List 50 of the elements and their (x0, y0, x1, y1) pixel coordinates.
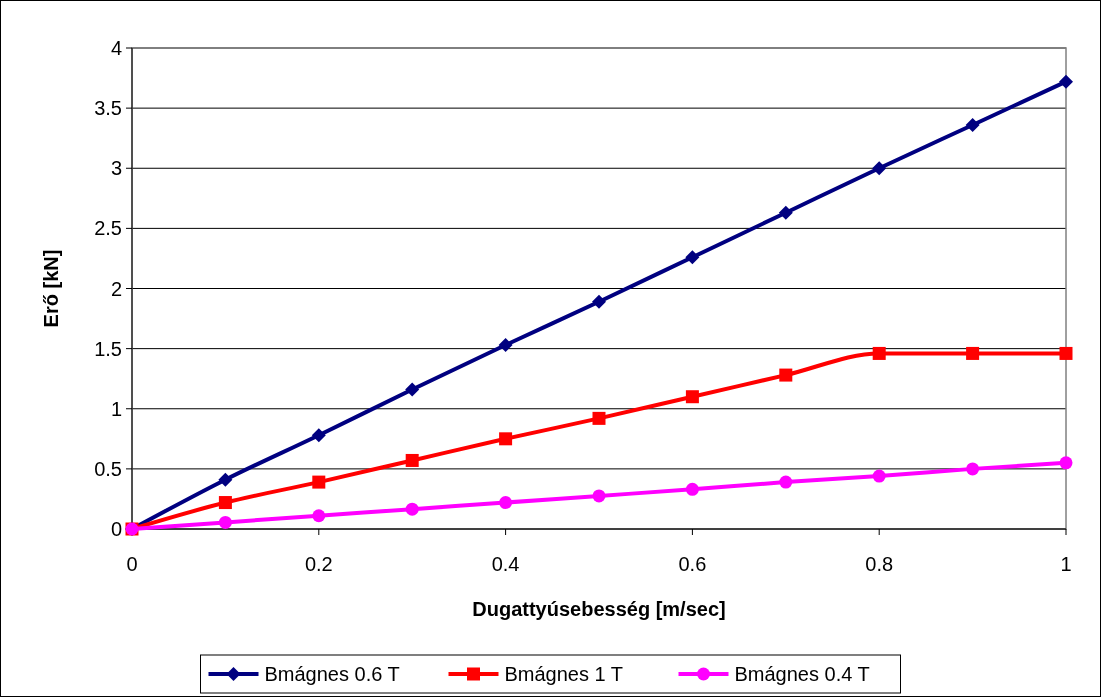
point (592, 411, 606, 425)
x-tick-label: 0.8 (865, 553, 894, 575)
point (1059, 456, 1073, 470)
y-tick-label: 0 (110, 518, 122, 540)
point (405, 502, 419, 516)
x-tick-label: 0 (126, 553, 138, 575)
legend-label: Bmágnes 0.4 T (734, 663, 870, 685)
y-tick-label: 2.5 (94, 217, 122, 240)
point (312, 475, 326, 489)
point (779, 368, 793, 382)
x-tick-label: 0.6 (678, 553, 707, 575)
x-tick-label: 1 (1060, 553, 1072, 575)
x-tick-label: 0.4 (491, 553, 520, 575)
point (872, 469, 886, 483)
y-tick-label: 3.5 (94, 97, 122, 120)
point (312, 509, 326, 523)
point (499, 496, 513, 510)
point (499, 432, 513, 446)
y-tick-label: 0.5 (94, 457, 122, 480)
point (966, 346, 980, 360)
point (966, 462, 980, 476)
point (685, 250, 700, 265)
point (685, 482, 699, 496)
legend-label: Bmágnes 0.6 T (264, 663, 400, 685)
point (779, 475, 793, 489)
point (218, 515, 232, 529)
x-axis-title: Dugattyúsebesség [m/sec] (472, 598, 726, 620)
point (778, 205, 793, 220)
point (965, 117, 980, 132)
point (218, 472, 233, 487)
point (872, 346, 886, 360)
legend-label: Bmágnes 1 T (504, 663, 624, 685)
point (1059, 346, 1073, 360)
point (498, 338, 513, 353)
point (405, 382, 420, 397)
point (218, 496, 232, 510)
y-axis-title: Erő [kN] (40, 249, 62, 328)
point (311, 428, 326, 443)
y-tick-label: 3 (110, 157, 122, 180)
y-tick-label: 1 (110, 397, 122, 420)
point (685, 390, 699, 404)
point (592, 489, 606, 503)
point (405, 453, 419, 467)
y-tick-label: 2 (110, 277, 122, 300)
point (1059, 74, 1073, 89)
point (592, 294, 606, 309)
point (872, 161, 887, 176)
x-tick-label: 0.2 (304, 553, 333, 575)
y-tick-label: 4 (110, 37, 122, 59)
y-tick-label: 1.5 (94, 337, 122, 360)
